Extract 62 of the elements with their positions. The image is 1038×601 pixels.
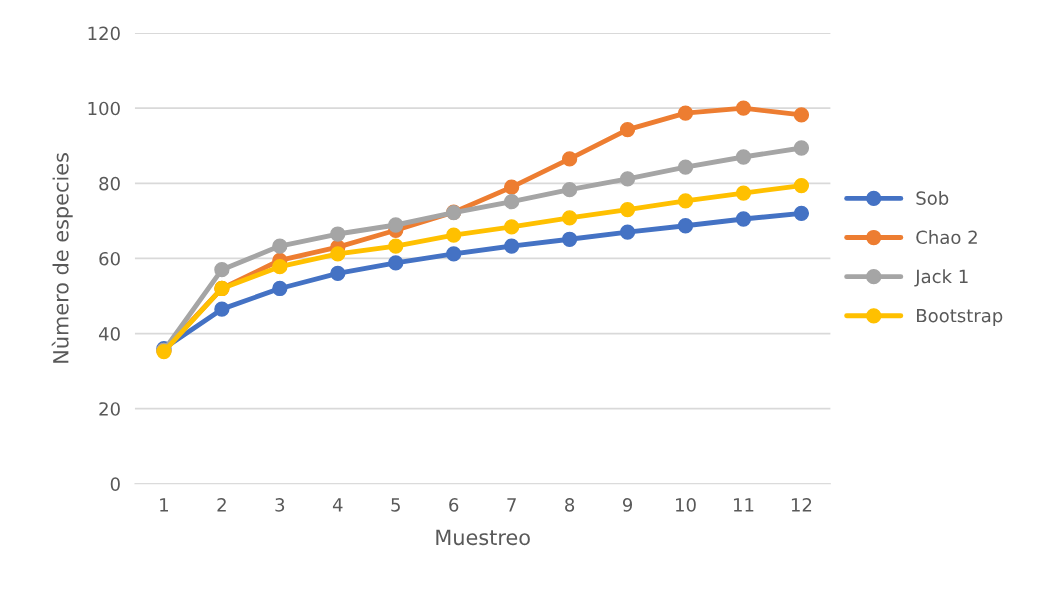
x-axis-title: Muestreo <box>436 529 530 546</box>
x-tick-label: 4 <box>332 498 343 512</box>
point <box>446 246 462 262</box>
y-tick-label: 80 <box>99 176 120 191</box>
point <box>793 205 810 221</box>
point <box>446 227 462 243</box>
point <box>272 280 288 297</box>
y-axis-title: Nùmero de especies <box>51 153 73 363</box>
y-tick-label: 20 <box>99 402 120 416</box>
x-tick-label: 7 <box>507 498 516 512</box>
point <box>619 171 636 187</box>
y-tick-label: 60 <box>99 251 120 266</box>
point <box>214 301 230 317</box>
y-tick-label: 40 <box>98 327 120 341</box>
x-tick-label: 10 <box>676 498 696 512</box>
point <box>793 177 810 194</box>
point <box>735 185 752 201</box>
point <box>330 226 346 242</box>
point <box>735 211 752 227</box>
x-tick-label: 3 <box>275 498 285 512</box>
x-tick-label: 9 <box>622 498 633 512</box>
y-tick-label: 100 <box>88 101 120 116</box>
x-tick-label: 8 <box>565 498 575 512</box>
point <box>735 100 752 116</box>
point <box>677 105 694 121</box>
point <box>504 219 520 235</box>
y-tick-label: 0 <box>110 477 120 491</box>
point <box>214 262 230 278</box>
point <box>330 246 346 262</box>
point <box>504 194 520 210</box>
legend-label: Chao 2 <box>916 230 977 245</box>
point <box>388 217 404 233</box>
x-tick-label: 2 <box>217 498 226 512</box>
point <box>677 159 694 175</box>
point <box>793 107 810 123</box>
point <box>561 210 578 226</box>
point <box>561 231 578 247</box>
legend-label: Sob <box>916 190 949 205</box>
legend-label: Bootstrap <box>917 308 1003 326</box>
point <box>330 265 346 282</box>
point <box>272 259 288 275</box>
point <box>793 140 810 156</box>
point <box>561 151 578 167</box>
point <box>272 238 288 254</box>
point <box>619 121 636 138</box>
point <box>735 149 752 165</box>
point <box>388 238 404 254</box>
point <box>388 255 404 271</box>
x-tick-label: 1 <box>160 498 168 512</box>
point <box>619 201 636 218</box>
point <box>677 218 694 234</box>
y-tick-label: 120 <box>88 26 120 41</box>
point <box>677 193 694 209</box>
point <box>504 238 520 254</box>
x-tick-label: 12 <box>791 498 812 512</box>
x-tick-label: 5 <box>391 498 400 512</box>
x-tick-label: 11 <box>733 498 754 512</box>
x-tick-label: 6 <box>449 498 459 512</box>
point <box>504 179 520 195</box>
point <box>561 182 578 198</box>
point <box>619 224 636 240</box>
legend-label: Jack 1 <box>914 269 968 287</box>
